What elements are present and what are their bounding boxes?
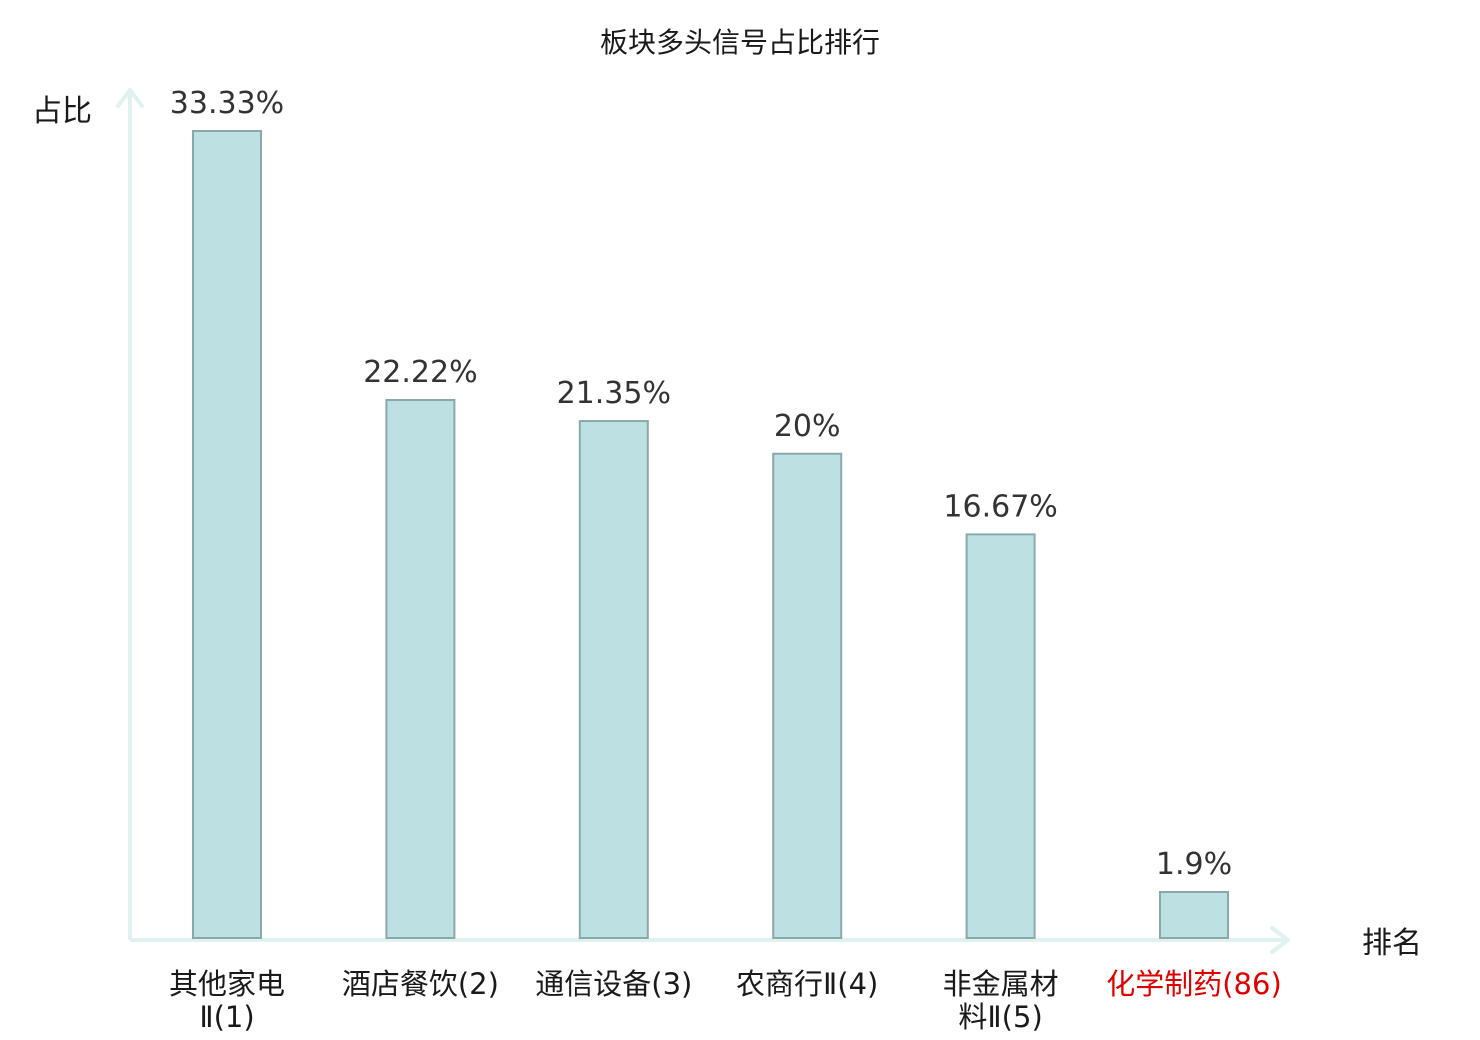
bar (192, 130, 262, 939)
bar-value-label: 20% (774, 409, 841, 444)
category-label: 料Ⅱ(5) (958, 1000, 1042, 1034)
category-label: 非金属材 (943, 967, 1059, 1001)
bars (192, 130, 1229, 940)
chart-title: 板块多头信号占比排行 (600, 26, 880, 59)
bar-value-label: 33.33% (170, 86, 284, 121)
bar (772, 452, 843, 939)
bar (965, 533, 1036, 940)
category-label: Ⅱ(1) (199, 1000, 254, 1034)
bar-value-label: 16.67% (943, 489, 1057, 524)
x-axis-arrow (1270, 926, 1290, 954)
category-label: 化学制药(86) (1106, 967, 1282, 1001)
bar (1159, 890, 1229, 939)
bar (578, 420, 649, 939)
category-label: 农商行Ⅱ(4) (736, 967, 878, 1001)
bar-value-label: 1.9% (1156, 847, 1232, 882)
y-axis-arrow (116, 88, 144, 108)
category-label: 其他家电 (169, 967, 285, 1001)
y-axis-label: 占比 (32, 94, 92, 129)
category-label: 通信设备(3) (535, 967, 692, 1001)
bar-value-label: 22.22% (363, 355, 477, 390)
value-labels: 33.33% 22.22% 21.35% 20% 16.67% 1.9% (170, 86, 1232, 882)
category-label: 酒店餐饮(2) (342, 967, 499, 1001)
bar-value-label: 21.35% (557, 376, 671, 411)
x-axis-label: 排名 (1362, 926, 1422, 961)
bar (385, 399, 456, 939)
